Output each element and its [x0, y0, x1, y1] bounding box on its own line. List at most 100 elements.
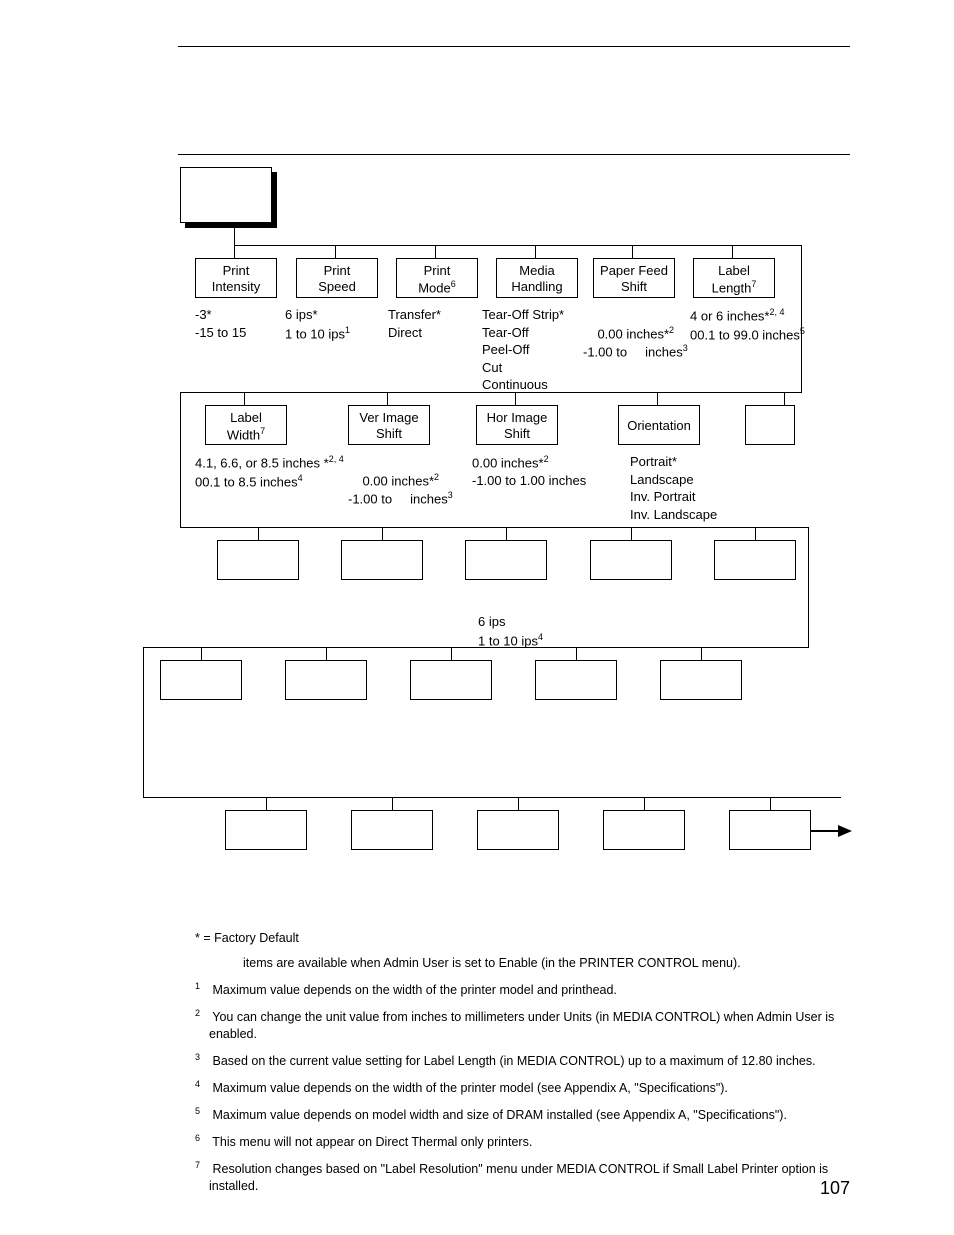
vbus-r4-left [143, 647, 144, 797]
sup: 3 [683, 343, 688, 353]
box-r4-5 [660, 660, 742, 700]
bus-row4 [143, 647, 809, 648]
arrow-icon [838, 825, 852, 837]
val-print-mode: Transfer* Direct [388, 306, 441, 341]
t: 4 or 6 inches* [690, 308, 770, 323]
drop [244, 392, 245, 405]
drop [535, 245, 536, 258]
t: -3* [195, 307, 212, 322]
t: Portrait* [630, 454, 677, 469]
t: 00.1 to 99.0 inches [690, 327, 800, 342]
t: 4.1, 6.6, or 8.5 inches * [195, 455, 329, 470]
box-empty-r2 [745, 405, 795, 445]
t: You can change the unit value from inche… [209, 1010, 834, 1041]
sup: 6 [451, 279, 456, 289]
fn-italics-note: items are available when Admin User is s… [195, 955, 835, 972]
sup: 2 [434, 472, 439, 482]
drop [387, 392, 388, 405]
box-orientation: Orientation [618, 405, 700, 445]
drop [657, 392, 658, 405]
drop [515, 392, 516, 405]
t: 00.1 to 8.5 inches [195, 474, 298, 489]
t: This menu will not appear on Direct Ther… [212, 1135, 532, 1149]
lbl: Print [424, 263, 451, 278]
drop [234, 245, 235, 258]
box-label-width: Label Width7 [205, 405, 287, 445]
t: -1.00 to 1.00 inches [472, 473, 586, 488]
rule-sub [178, 154, 850, 155]
t: Tear-Off Strip* [482, 307, 564, 322]
box-ver-image-shift: Ver Image Shift [348, 405, 430, 445]
drop [451, 647, 452, 660]
drop [335, 245, 336, 258]
t: Maximum value depends on the width of th… [212, 983, 616, 997]
fn-2: 2 You can change the unit value from inc… [195, 1007, 835, 1043]
t: Direct [388, 325, 422, 340]
val-hor-image: 0.00 inches*2 -1.00 to 1.00 inches [472, 453, 586, 489]
box-r3-2 [341, 540, 423, 580]
box-r4-3 [410, 660, 492, 700]
box-label-length: Label Length7 [693, 258, 775, 298]
bus-row1 [234, 245, 801, 246]
lbl: Width [227, 428, 260, 443]
t: Resolution changes based on "Label Resol… [209, 1162, 828, 1193]
drop [201, 647, 202, 660]
sup: 4 [298, 473, 303, 483]
page: Print Intensity Print Speed Print Mode6 … [0, 0, 954, 1235]
drop [326, 647, 327, 660]
footnotes: * = Factory Default items are available … [195, 930, 835, 1203]
lbl: Handling [511, 279, 562, 294]
sup: 2, 4 [329, 454, 344, 464]
t: 6 ips* [285, 307, 318, 322]
box-r5-2 [351, 810, 433, 850]
drop [632, 245, 633, 258]
box-r3-5 [714, 540, 796, 580]
lbl: Media [519, 263, 554, 278]
t: 0.00 inches* [472, 455, 544, 470]
rule-top [178, 46, 850, 47]
fn-4: 4 Maximum value depends on the width of … [195, 1078, 835, 1097]
drop [382, 527, 383, 540]
t: Landscape [630, 472, 694, 487]
sup: 3 [448, 490, 453, 500]
page-number: 107 [820, 1178, 850, 1199]
fn-1: 1 Maximum value depends on the width of … [195, 980, 835, 999]
drop [506, 527, 507, 540]
sup: 2, 4 [770, 307, 785, 317]
val-print-speed: 6 ips* 1 to 10 ips1 [285, 306, 350, 342]
t: Peel-Off [482, 342, 529, 357]
box-r3-4 [590, 540, 672, 580]
val-media-handling: Tear-Off Strip* Tear-Off Peel-Off Cut Co… [482, 306, 564, 394]
box-print-mode: Print Mode6 [396, 258, 478, 298]
box-r5-3 [477, 810, 559, 850]
val-label-length: 4 or 6 inches*2, 4 00.1 to 99.0 inches5 [690, 306, 805, 344]
box-r5-1 [225, 810, 307, 850]
lbl: Intensity [212, 279, 260, 294]
sup: 2 [669, 325, 674, 335]
fn-5: 5 Maximum value depends on model width a… [195, 1105, 835, 1124]
box-r4-1 [160, 660, 242, 700]
t: Maximum value depends on model width and… [212, 1108, 786, 1122]
val-mid: 6 ips 1 to 10 ips4 [478, 613, 543, 649]
sup: 2 [544, 454, 549, 464]
box-r4-2 [285, 660, 367, 700]
t: -1.00 to inches [348, 492, 448, 507]
root-box [180, 167, 272, 223]
val-print-intensity: -3* -15 to 15 [195, 306, 246, 341]
box-r3-1 [217, 540, 299, 580]
val-ver-image: 0.00 inches*2-1.00 to inches3 [348, 453, 453, 526]
vbus-r5-right [840, 797, 841, 798]
t: Tear-Off [482, 325, 529, 340]
t: Cut [482, 360, 502, 375]
lbl: Shift [504, 426, 530, 441]
fn-7: 7 Resolution changes based on "Label Res… [195, 1159, 835, 1195]
lbl: Label [230, 410, 262, 425]
sup: 7 [751, 279, 756, 289]
lbl: Shift [621, 279, 647, 294]
lbl: Length [712, 281, 752, 296]
bus-row5-tail [811, 830, 841, 832]
val-orientation: Portrait* Landscape Inv. Portrait Inv. L… [630, 453, 717, 523]
t: Maximum value depends on the width of th… [212, 1081, 727, 1095]
box-print-speed: Print Speed [296, 258, 378, 298]
drop [266, 797, 267, 810]
